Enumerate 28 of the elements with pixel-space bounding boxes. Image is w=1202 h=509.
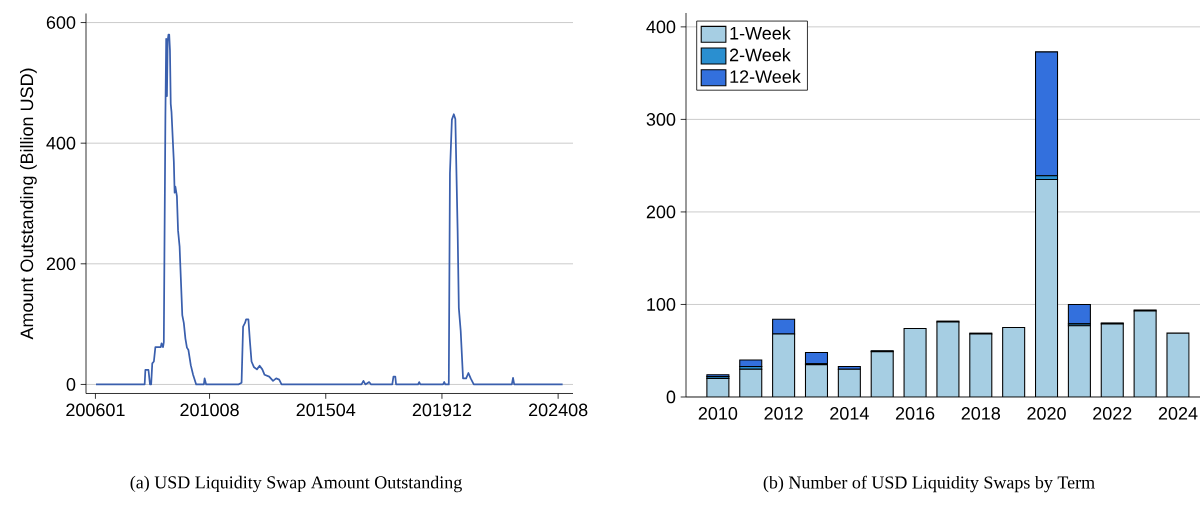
y-tick-label: 600 [46, 16, 76, 29]
x-tick-label: 2024 [1158, 407, 1198, 420]
y-tick-label: 300 [646, 113, 676, 126]
y-tick-label: 200 [46, 257, 76, 271]
x-tick-label: 2014 [830, 407, 869, 420]
legend-label: 1-Week [730, 26, 791, 40]
x-tick-label: 2010 [698, 407, 738, 420]
x-tick-label: 2018 [961, 407, 1001, 420]
y-tick-label: 400 [46, 136, 76, 150]
y-tick-label: 100 [647, 298, 676, 311]
x-tick-label: 201912 [412, 403, 472, 417]
y-axis-title: Amount Outstanding (Billion USD) [20, 68, 37, 340]
x-tick-label: 2016 [895, 407, 935, 420]
text: (b) Number of USD Liquidity Swaps by Term [763, 475, 1095, 493]
y-tick-label: 400 [646, 20, 676, 34]
x-tick-label: 2022 [1093, 407, 1132, 420]
x-tick-label: 200601 [66, 403, 125, 417]
legend-label: 2-Week [729, 48, 791, 62]
x-tick-label: 2020 [1027, 407, 1066, 420]
text: (a) USD Liquidity Swap Amount Outstanding [130, 475, 462, 493]
x-tick-label: 201504 [296, 403, 356, 417]
x-tick-label: 201008 [180, 403, 239, 417]
x-tick-label: 202408 [529, 403, 588, 417]
y-tick-label: 0 [66, 378, 76, 391]
x-tick-label: 2012 [764, 407, 803, 420]
legend-label: 12-Week [730, 69, 801, 84]
y-tick-label: 0 [666, 390, 676, 404]
y-tick-label: 200 [646, 205, 676, 219]
